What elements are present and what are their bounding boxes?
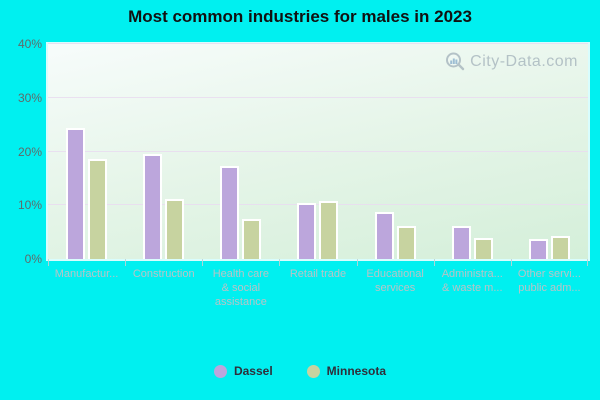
category-label: Retail trade: [279, 267, 356, 309]
gridline-40: [48, 43, 588, 44]
bar-minnesota: [396, 226, 416, 259]
y-tick-label: 30%: [17, 90, 42, 105]
x-tick: [279, 259, 281, 266]
gridline-30: [48, 96, 588, 98]
category-label-line: Construction: [132, 268, 195, 280]
category-label-line: assistance: [214, 296, 267, 308]
dassel-legend-dot: [213, 364, 227, 378]
chart-title: Most common industries for males in 2023: [128, 7, 472, 26]
x-tick: [202, 259, 204, 266]
watermark: City-Data.com: [444, 51, 578, 73]
category-label-line: & social: [221, 282, 261, 294]
bar-group: [125, 44, 202, 259]
magnifier-chart-icon: [444, 51, 466, 73]
bar-dassel: [374, 211, 394, 259]
y-tick-label: 0%: [24, 252, 42, 266]
legend: Dassel Minnesota: [0, 364, 600, 378]
x-tick: [587, 259, 588, 266]
category-label: Manufactur...: [48, 267, 125, 309]
x-tick: [510, 259, 512, 266]
bar-group: [434, 44, 511, 259]
x-axis-ticks: [48, 259, 588, 266]
category-label-line: & waste m...: [442, 282, 503, 294]
category-label-line: Administra...: [441, 268, 503, 280]
bar-dassel: [451, 226, 471, 259]
legend-item-dassel: Dassel: [213, 364, 273, 378]
bar-dassel: [528, 239, 548, 259]
category-label: Construction: [125, 267, 202, 309]
bar-minnesota: [550, 236, 570, 259]
gridline-10: [48, 204, 588, 206]
category-label-line: Other servi...: [517, 268, 581, 280]
minnesota-legend-label: Minnesota: [326, 364, 387, 378]
category-label-line: services: [374, 282, 416, 294]
bar-dassel: [66, 128, 86, 259]
bar-group: [48, 44, 125, 259]
category-label: Other servi... public adm...: [511, 267, 588, 309]
bar-minnesota: [88, 159, 108, 259]
watermark-text: City-Data.com: [470, 53, 578, 70]
bar-group: [357, 44, 434, 259]
minnesota-legend-dot: [306, 364, 320, 378]
legend-item-minnesota: Minnesota: [306, 364, 387, 378]
y-tick-label: 20%: [17, 144, 42, 159]
x-tick: [433, 259, 435, 266]
bar-minnesota: [242, 219, 262, 259]
category-label-line: Health care: [212, 268, 269, 280]
y-axis: 0% 10% 20% 30% 40%: [0, 37, 42, 266]
x-axis-labels: Manufactur... Construction Health care & so…: [48, 267, 588, 309]
bar-minnesota: [473, 237, 493, 259]
category-label: Health care & social assistance: [202, 267, 279, 309]
x-tick: [125, 259, 127, 266]
bar-group: [202, 44, 279, 259]
bar-dassel: [220, 166, 240, 259]
y-tick-label: 10%: [17, 198, 42, 213]
bar-minnesota: [319, 200, 339, 259]
x-tick: [356, 259, 358, 266]
dassel-legend-label: Dassel: [233, 364, 273, 378]
category-label-line: Retail trade: [289, 268, 347, 280]
plot-area: City-Data.com: [48, 43, 588, 259]
y-tick-label: 40%: [17, 37, 42, 51]
category-label-line: Educational: [366, 268, 424, 280]
bars-row: [48, 44, 588, 259]
bar-dassel: [297, 203, 317, 259]
category-label: Administra... & waste m...: [434, 267, 511, 309]
bar-group: [279, 44, 356, 259]
category-label-line: Manufactur...: [54, 268, 119, 280]
bar-minnesota: [165, 198, 185, 259]
x-tick: [48, 259, 49, 266]
gridline-20: [48, 150, 588, 152]
bar-dassel: [143, 154, 163, 259]
category-label: Educational services: [357, 267, 434, 309]
bar-group: [511, 44, 588, 259]
category-label-line: public adm...: [518, 282, 581, 294]
